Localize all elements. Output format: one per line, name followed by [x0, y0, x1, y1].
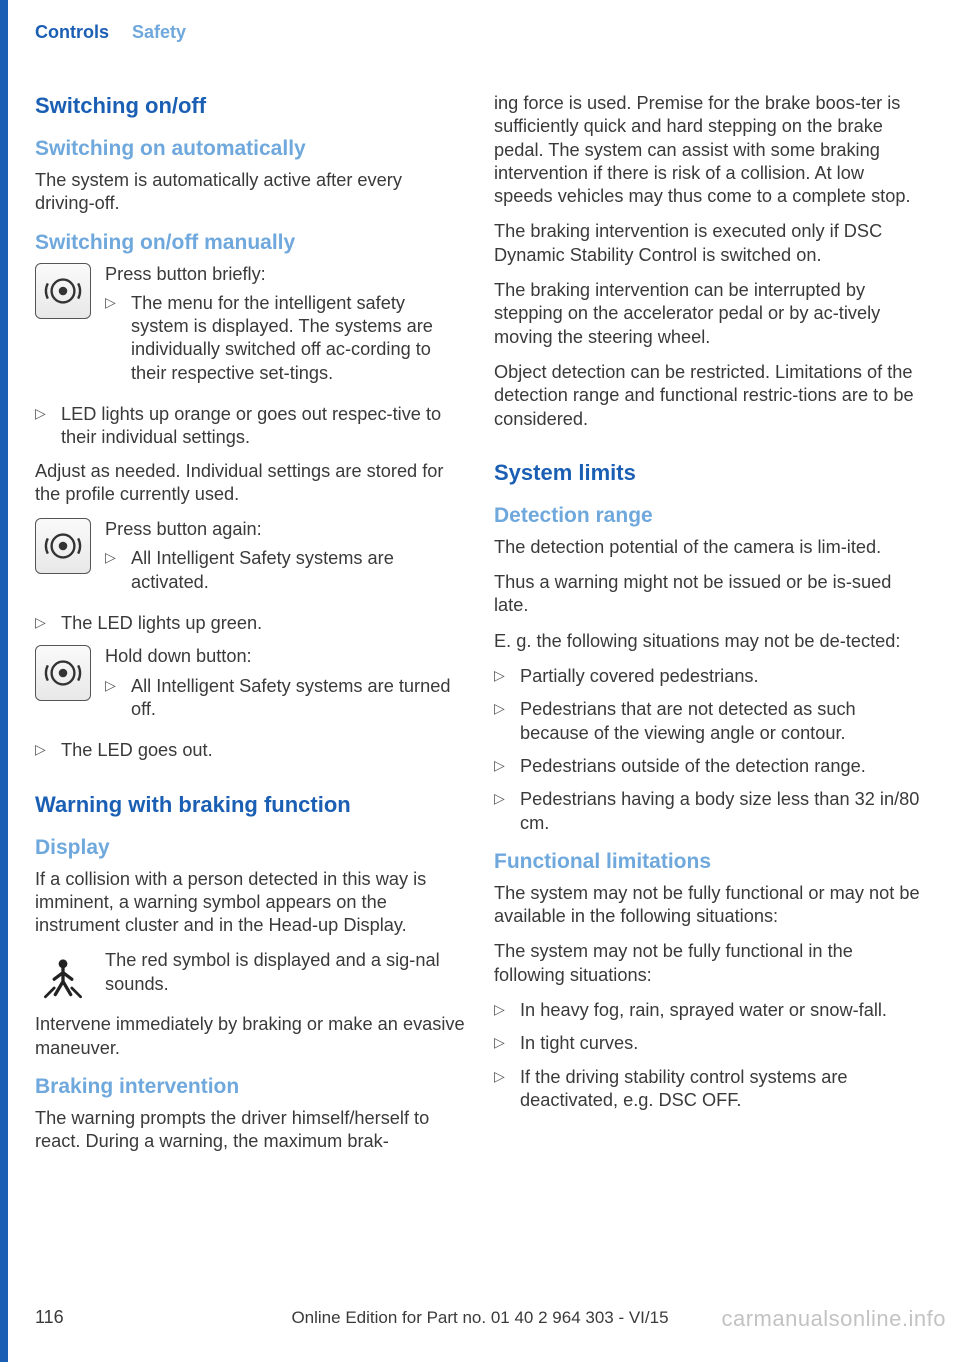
para-func1: The system may not be fully functional o… — [494, 882, 925, 929]
header-section: Controls — [35, 22, 109, 42]
safety-button-icon — [35, 518, 91, 574]
heading-auto: Switching on automatically — [35, 136, 466, 163]
li-det-c: Pedestrians outside of the detection ran… — [494, 755, 925, 778]
para-display: If a collision with a person detected in… — [35, 868, 466, 938]
heading-warning: Warning with braking function — [35, 791, 466, 819]
heading-functional: Functional limitations — [494, 849, 925, 876]
para-func2: The system may not be fully functional i… — [494, 940, 925, 987]
para-det1: The detection potential of the camera is… — [494, 536, 925, 559]
li-all-off: All Intelligent Safety systems are turne… — [105, 675, 466, 722]
para-det3: E. g. the following situations may not b… — [494, 630, 925, 653]
pedestrian-warning-block: The red symbol is displayed and a sig‐na… — [35, 949, 466, 1005]
para-intervene: Intervene immediately by braking or make… — [35, 1013, 466, 1060]
li-det-b: Pedestrians that are not detected as suc… — [494, 698, 925, 745]
para-adjust: Adjust as needed. Individual settings ar… — [35, 460, 466, 507]
pedestrian-warning-icon — [35, 949, 91, 1005]
li-func-a: In heavy fog, rain, sprayed water or sno… — [494, 999, 925, 1022]
para-braking1: The warning prompts the driver himself/h… — [35, 1107, 466, 1154]
para-braking5: Object detection can be restricted. Limi… — [494, 361, 925, 431]
li-func-b: In tight curves. — [494, 1032, 925, 1055]
heading-detection: Detection range — [494, 503, 925, 530]
page-header: Controls Safety — [0, 0, 960, 58]
li-led-out: The LED goes out. — [35, 739, 466, 762]
button-brief-block: Press button briefly: The menu for the i… — [35, 263, 466, 395]
page-content: Switching on/off Switching on automatica… — [35, 92, 925, 1302]
para-det2: Thus a warning might not be issued or be… — [494, 571, 925, 618]
heading-switching: Switching on/off — [35, 92, 466, 120]
para-auto: The system is automatically active after… — [35, 169, 466, 216]
safety-button-icon — [35, 645, 91, 701]
watermark: carmanualsonline.info — [721, 1306, 946, 1332]
li-menu: The menu for the intelligent safety syst… — [105, 292, 466, 385]
side-stripe — [0, 0, 8, 1362]
header-subsection: Safety — [132, 22, 186, 42]
hold-label: Hold down button: — [105, 645, 466, 668]
li-all-on: All Intelligent Safety systems are activ… — [105, 547, 466, 594]
li-func-c: If the driving stability control systems… — [494, 1066, 925, 1113]
button-hold-block: Hold down button: All Intelligent Safety… — [35, 645, 466, 731]
heading-manual: Switching on/off manually — [35, 230, 466, 257]
press-brief-label: Press button briefly: — [105, 263, 466, 286]
para-red-symbol: The red symbol is displayed and a sig‐na… — [105, 949, 466, 996]
para-braking2: ing force is used. Premise for the brake… — [494, 92, 925, 208]
para-braking3: The braking intervention is executed onl… — [494, 220, 925, 267]
para-braking4: The braking intervention can be interrup… — [494, 279, 925, 349]
heading-display: Display — [35, 835, 466, 862]
heading-limits: System limits — [494, 459, 925, 487]
li-led-orange: LED lights up orange or goes out respec‐… — [35, 403, 466, 450]
safety-button-icon — [35, 263, 91, 319]
heading-braking: Braking intervention — [35, 1074, 466, 1101]
press-again-label: Press button again: — [105, 518, 466, 541]
button-again-block: Press button again: All Intelligent Safe… — [35, 518, 466, 604]
li-det-d: Pedestrians having a body size less than… — [494, 788, 925, 835]
li-det-a: Partially covered pedestrians. — [494, 665, 925, 688]
li-led-green: The LED lights up green. — [35, 612, 466, 635]
